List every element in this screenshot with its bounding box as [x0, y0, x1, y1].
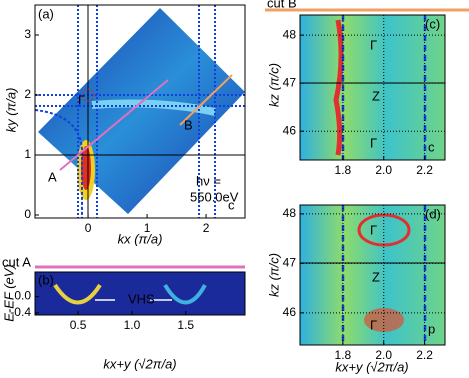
- x-tick-label: 2.2: [416, 348, 433, 362]
- y-tick-label: 46: [283, 123, 297, 137]
- panel-label: (a): [38, 6, 54, 21]
- annotation: Z: [372, 88, 380, 103]
- band: [333, 19, 344, 156]
- plot-frame: [34, 271, 246, 316]
- annotation: A: [48, 169, 57, 184]
- x-tick-label: 1.0: [124, 318, 141, 332]
- map-b: [35, 265, 245, 315]
- annotation: Γ: [370, 135, 377, 150]
- y-axis-label: kz (π/c): [266, 63, 281, 107]
- x-axis-label: kx+y (√2π/a): [335, 359, 408, 374]
- y-tick-label: 2: [24, 87, 31, 101]
- annotation: Γ: [78, 92, 85, 107]
- map-c-bg: [300, 15, 445, 160]
- x-tick-label: 2.0: [375, 348, 392, 362]
- gamma-mark: [81, 88, 95, 102]
- panel-label: (c): [425, 16, 440, 31]
- x-axis-label: kx (π/a): [118, 231, 163, 246]
- x-tick-label: 1.8: [335, 348, 352, 362]
- cut-b: [179, 74, 233, 126]
- y-axis-label: kz (π/c): [266, 253, 281, 297]
- zone-lines: [35, 5, 245, 218]
- x-tick-label: 2.0: [375, 163, 392, 177]
- x-tick-label: 2: [203, 221, 210, 235]
- band: [91, 99, 216, 116]
- y-tick-label: -0.4: [10, 305, 31, 319]
- map-d: [300, 205, 445, 345]
- annotation: c: [228, 197, 235, 212]
- plot-frame: [299, 204, 446, 346]
- y-tick-label: 46: [283, 305, 297, 319]
- x-tick-label: 0: [85, 221, 92, 235]
- band: [53, 283, 102, 305]
- y-tick-label: 47: [283, 256, 297, 270]
- y-tick-label: 47: [283, 75, 297, 89]
- annotation: Γ: [370, 317, 377, 332]
- fermi-contour: [34, 109, 83, 218]
- x-tick-label: 0.5: [70, 318, 87, 332]
- y-axis-label: E-EF (eV): [1, 264, 16, 322]
- band: [163, 283, 207, 305]
- x-tick-label: 1.5: [177, 318, 194, 332]
- annotation: p: [428, 321, 435, 336]
- annotation: cut B: [267, 0, 297, 10]
- annotation: B: [184, 117, 193, 132]
- annotation: hν =: [196, 173, 221, 188]
- panel-label: (d): [425, 206, 441, 221]
- cut-a: [59, 79, 169, 171]
- y-tick-label: 1: [24, 147, 31, 161]
- annotation: Γ: [370, 37, 377, 52]
- annotation: c: [428, 139, 435, 154]
- plot-frame: [34, 4, 246, 219]
- y-tick-label: 0: [24, 207, 31, 221]
- annotation: 550.0eV: [190, 189, 239, 204]
- x-tick-label: 2.2: [416, 163, 433, 177]
- panel-label: (b): [38, 272, 54, 287]
- annotation: VHS: [128, 291, 155, 306]
- y-tick-label: 48: [283, 27, 297, 41]
- y-tick-label: 48: [283, 206, 297, 220]
- annotation: Z: [372, 269, 380, 284]
- x-tick-label: 1: [144, 221, 151, 235]
- map-a: [34, 5, 245, 218]
- x-axis-label: kx+y (√2π/a): [103, 356, 176, 371]
- y-tick-label: 3: [24, 27, 31, 41]
- x-tick-label: 1.8: [335, 163, 352, 177]
- y-tick-label: 0.0: [14, 289, 31, 303]
- plot-frame: [299, 14, 446, 161]
- y-axis-label: ky (π/a): [3, 88, 18, 133]
- annotation: cut A: [2, 254, 31, 269]
- map-b-bg: [35, 272, 245, 315]
- annotation: Γ: [370, 222, 377, 237]
